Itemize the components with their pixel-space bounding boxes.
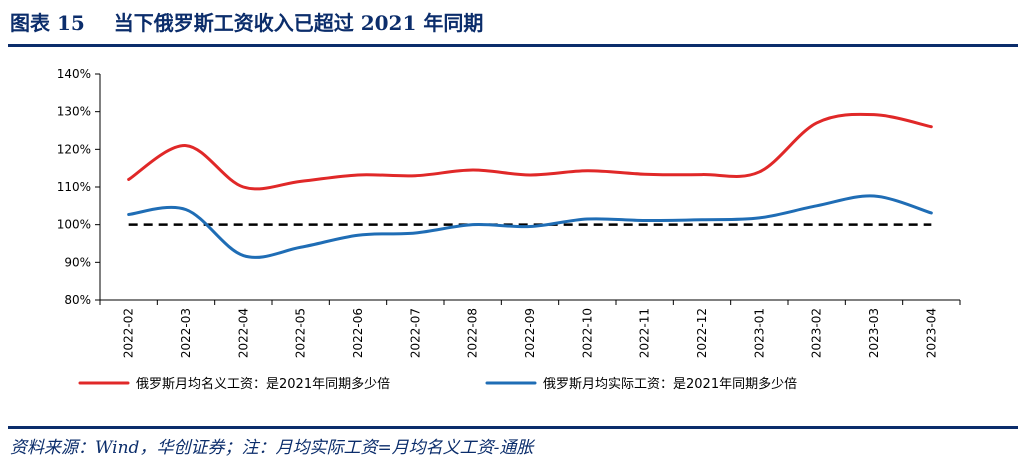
- figure-title-bar: 图表 15 当下俄罗斯工资收入已超过 2021 年同期: [10, 6, 1016, 40]
- x-tick-label: 2023-04: [924, 308, 938, 358]
- chart-legend: 俄罗斯月均名义工资：是2021年同期多少倍 俄罗斯月均实际工资：是2021年同期多…: [78, 376, 797, 392]
- x-tick-label: 2022-08: [466, 308, 480, 358]
- y-tick-label: 130%: [57, 105, 91, 119]
- x-tick-label: 2022-09: [523, 308, 537, 358]
- y-tick-label: 110%: [57, 180, 91, 194]
- x-tick-label: 2022-04: [236, 308, 250, 358]
- y-tick-label: 100%: [57, 218, 91, 232]
- y-tick-label: 90%: [64, 255, 91, 269]
- legend-label-real-wage: 俄罗斯月均实际工资：是2021年同期多少倍: [543, 376, 797, 392]
- x-tick-label: 2022-06: [351, 308, 365, 358]
- x-tick-label: 2022-03: [179, 308, 193, 358]
- x-tick-label: 2022-11: [638, 308, 652, 358]
- x-tick-label: 2022-12: [695, 308, 709, 358]
- x-tick-label: 2022-05: [294, 308, 308, 358]
- footer-rule: [8, 426, 1018, 429]
- y-tick-label: 140%: [57, 67, 91, 81]
- x-tick-label: 2022-07: [408, 308, 422, 358]
- series-line-real-wage: [127, 194, 933, 259]
- x-tick-label: 2022-10: [580, 308, 594, 358]
- source-note: 资料来源：Wind，华创证券；注：月均实际工资=月均名义工资-通胀: [10, 438, 534, 458]
- y-tick-label: 80%: [64, 293, 91, 307]
- line-chart: 80% 90% 100% 110% 120% 130% 140% 2022-02 2022-03…: [57, 67, 961, 392]
- series-group: [127, 112, 933, 259]
- x-tick-label: 2023-03: [867, 308, 881, 358]
- x-tick-label: 2023-01: [752, 308, 766, 358]
- y-tick-label: 120%: [57, 142, 91, 156]
- legend-label-nominal-wage: 俄罗斯月均名义工资：是2021年同期多少倍: [136, 376, 390, 392]
- header-rule: [8, 44, 1018, 47]
- series-line-nominal-wage: [127, 112, 933, 191]
- figure-title: 当下俄罗斯工资收入已超过 2021 年同期: [113, 11, 484, 35]
- chart-axes: 80% 90% 100% 110% 120% 130% 140% 2022-02 2022-03…: [57, 67, 961, 358]
- x-tick-label: 2023-02: [810, 308, 824, 358]
- x-tick-label: 2022-02: [122, 308, 136, 358]
- figure-label: 图表 15: [10, 11, 85, 35]
